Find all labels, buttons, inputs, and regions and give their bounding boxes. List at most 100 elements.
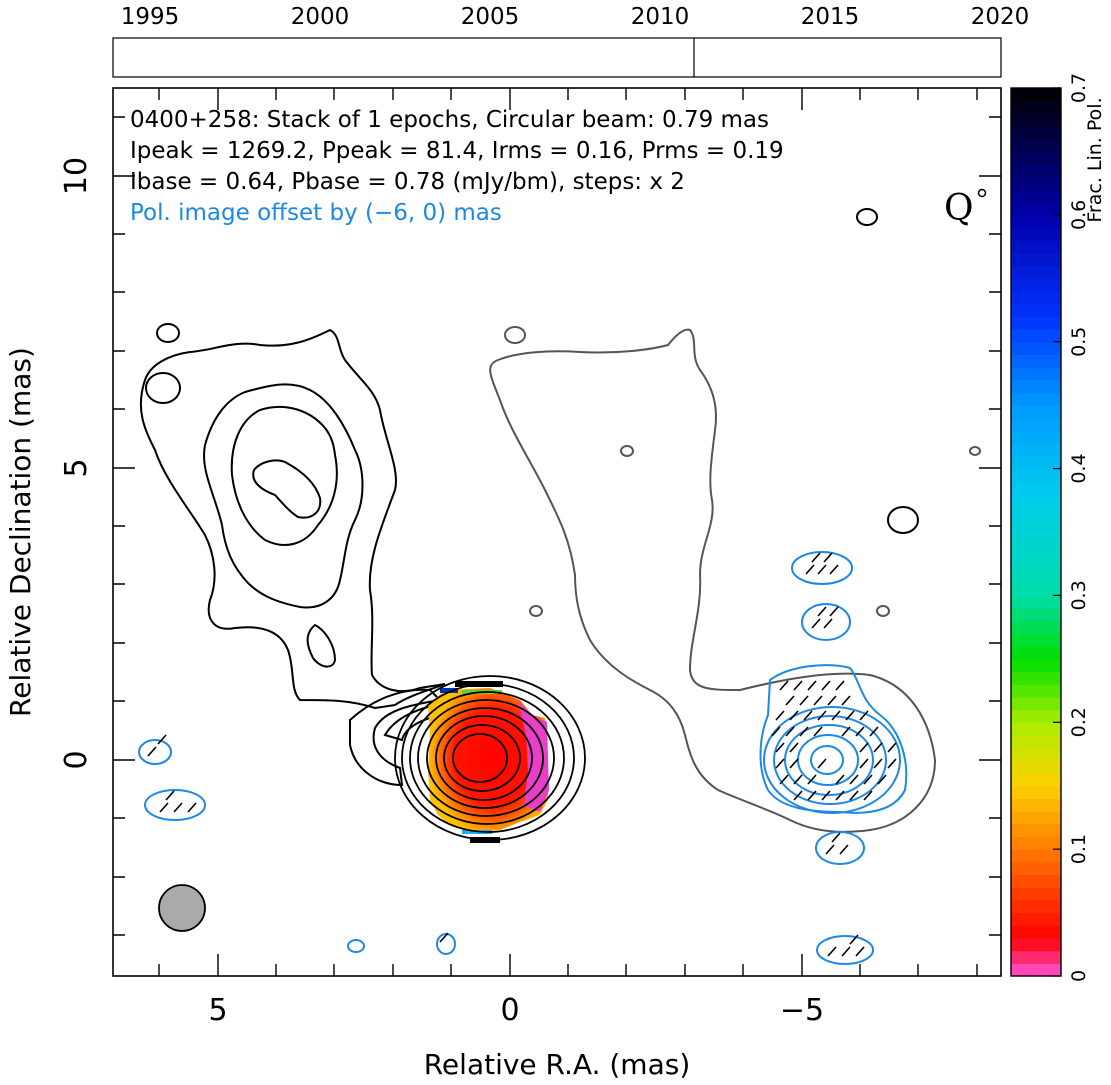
colorbar-swatch xyxy=(1011,443,1061,457)
colorbar-swatch xyxy=(1011,823,1061,838)
evpa-tick xyxy=(813,726,823,737)
colorbar-swatch xyxy=(1011,620,1061,635)
evpa-tick xyxy=(789,758,799,769)
x-tick-label: 5 xyxy=(208,993,227,1028)
colorbar-swatch xyxy=(1011,341,1061,355)
evpa-tick xyxy=(877,774,887,785)
evpa-tick xyxy=(789,710,799,721)
info-line-peaks: Ipeak = 1269.2, Ppeak = 81.4, Irms = 0.1… xyxy=(130,138,784,164)
colorbar-swatch xyxy=(1011,278,1061,292)
evpa-tick xyxy=(147,746,157,757)
evpa-tick xyxy=(817,606,827,617)
colorbar-swatch xyxy=(1011,481,1061,495)
colorbar-swatch xyxy=(1011,696,1061,711)
colorbar-swatch xyxy=(1011,329,1061,343)
y-major-ticks-left xyxy=(113,175,135,761)
evpa-tick xyxy=(855,726,865,737)
evpa-tick xyxy=(817,564,827,575)
evpa-tick xyxy=(789,742,799,753)
evpa-tick xyxy=(173,802,183,813)
colorbar-swatch xyxy=(1011,214,1061,229)
x-axis-title: Relative R.A. (mas) xyxy=(424,1048,691,1081)
colorbar-swatch xyxy=(1011,227,1061,241)
evpa-tick xyxy=(855,946,865,957)
pol-base-contour xyxy=(529,605,543,617)
timeline-box xyxy=(112,37,1002,78)
evpa-tick xyxy=(849,934,859,945)
x-minor-ticks-top xyxy=(158,88,978,100)
evpa-tick xyxy=(841,695,851,706)
evpa-tick xyxy=(827,695,837,706)
colorbar-tick-label: 0.1 xyxy=(1068,834,1090,864)
colorbar-swatch xyxy=(1011,773,1061,787)
intensity-contour xyxy=(856,208,878,226)
colorbar-swatch xyxy=(1011,354,1061,368)
evpa-tick xyxy=(779,774,789,785)
pol-contour xyxy=(759,664,908,814)
evpa-tick xyxy=(839,844,849,855)
colorbar-tick-label: 0.4 xyxy=(1068,453,1090,483)
colorbar-swatch xyxy=(1011,684,1061,698)
evpa-tick xyxy=(823,618,833,629)
quality-mark: Q xyxy=(944,188,974,229)
colorbar-swatch xyxy=(1011,290,1061,305)
colorbar-swatch xyxy=(1011,100,1061,114)
colorbar-swatch xyxy=(1011,303,1061,317)
evpa-tick xyxy=(841,726,851,737)
evpa-tick xyxy=(187,802,197,813)
intensity-contour xyxy=(887,506,919,534)
timeline: 1995 2000 2005 2010 2015 2020 xyxy=(112,4,1030,78)
colorbar-tick-label: 0.3 xyxy=(1068,580,1090,610)
evpa-tick xyxy=(775,742,785,753)
evpa-tick xyxy=(849,774,859,785)
evpa-tick xyxy=(807,790,817,801)
pol-base-contours xyxy=(489,326,981,833)
evpa-tick xyxy=(785,695,795,706)
colorbar-swatch xyxy=(1011,405,1061,419)
evpa-tick xyxy=(859,758,869,769)
colorbar-swatch xyxy=(1011,88,1061,102)
y-major-ticks-right xyxy=(979,175,1001,761)
evpa-tick xyxy=(887,742,897,753)
pol-contour xyxy=(815,831,865,865)
evpa-tick xyxy=(807,680,817,691)
intensity-contour xyxy=(306,623,337,668)
pol-base-contour xyxy=(876,605,890,617)
frac-pol-map xyxy=(428,681,549,843)
evpa-tick xyxy=(813,695,823,706)
evpa-tick xyxy=(821,680,831,691)
colorbar-swatch xyxy=(1011,734,1061,749)
intensity-contour xyxy=(203,383,364,609)
intensity-contour xyxy=(145,372,181,404)
info-line-header: 0400+258: Stack of 1 epochs, Circular be… xyxy=(130,107,769,133)
pol-contour xyxy=(347,939,365,953)
frac-pol-core xyxy=(428,688,548,832)
evpa-tick xyxy=(873,758,883,769)
evpa-tick xyxy=(793,790,803,801)
evpa-tick xyxy=(165,790,175,801)
evpa-tick xyxy=(779,680,789,691)
colorbar-swatch xyxy=(1011,747,1061,761)
intensity-contour xyxy=(230,405,338,546)
colorbar-swatch xyxy=(1011,189,1061,203)
colorbar-swatch xyxy=(1011,709,1061,723)
colorbar-swatch xyxy=(1011,316,1061,330)
colorbar-swatch xyxy=(1011,113,1061,127)
colorbar-swatch xyxy=(1011,937,1061,952)
evpa-tick xyxy=(793,680,803,691)
evpa-tick xyxy=(825,844,835,855)
y-minor-ticks-right xyxy=(989,116,1001,936)
pol-contour xyxy=(784,724,874,796)
colorbar-swatch xyxy=(1011,265,1061,279)
frac-pol-edge-blue xyxy=(440,688,458,693)
frac-pol-edge-magenta xyxy=(518,702,549,812)
colorbar-swatch xyxy=(1011,785,1061,799)
evpa-tick xyxy=(829,564,839,575)
evpa-tick xyxy=(873,742,883,753)
tick-marks xyxy=(113,88,1001,976)
colorbar-swatch xyxy=(1011,836,1061,850)
y-tick-labels: 0 5 10 xyxy=(59,157,94,770)
colorbar-tick-label: 0.5 xyxy=(1068,327,1090,357)
timeline-year-label: 2020 xyxy=(971,4,1030,30)
